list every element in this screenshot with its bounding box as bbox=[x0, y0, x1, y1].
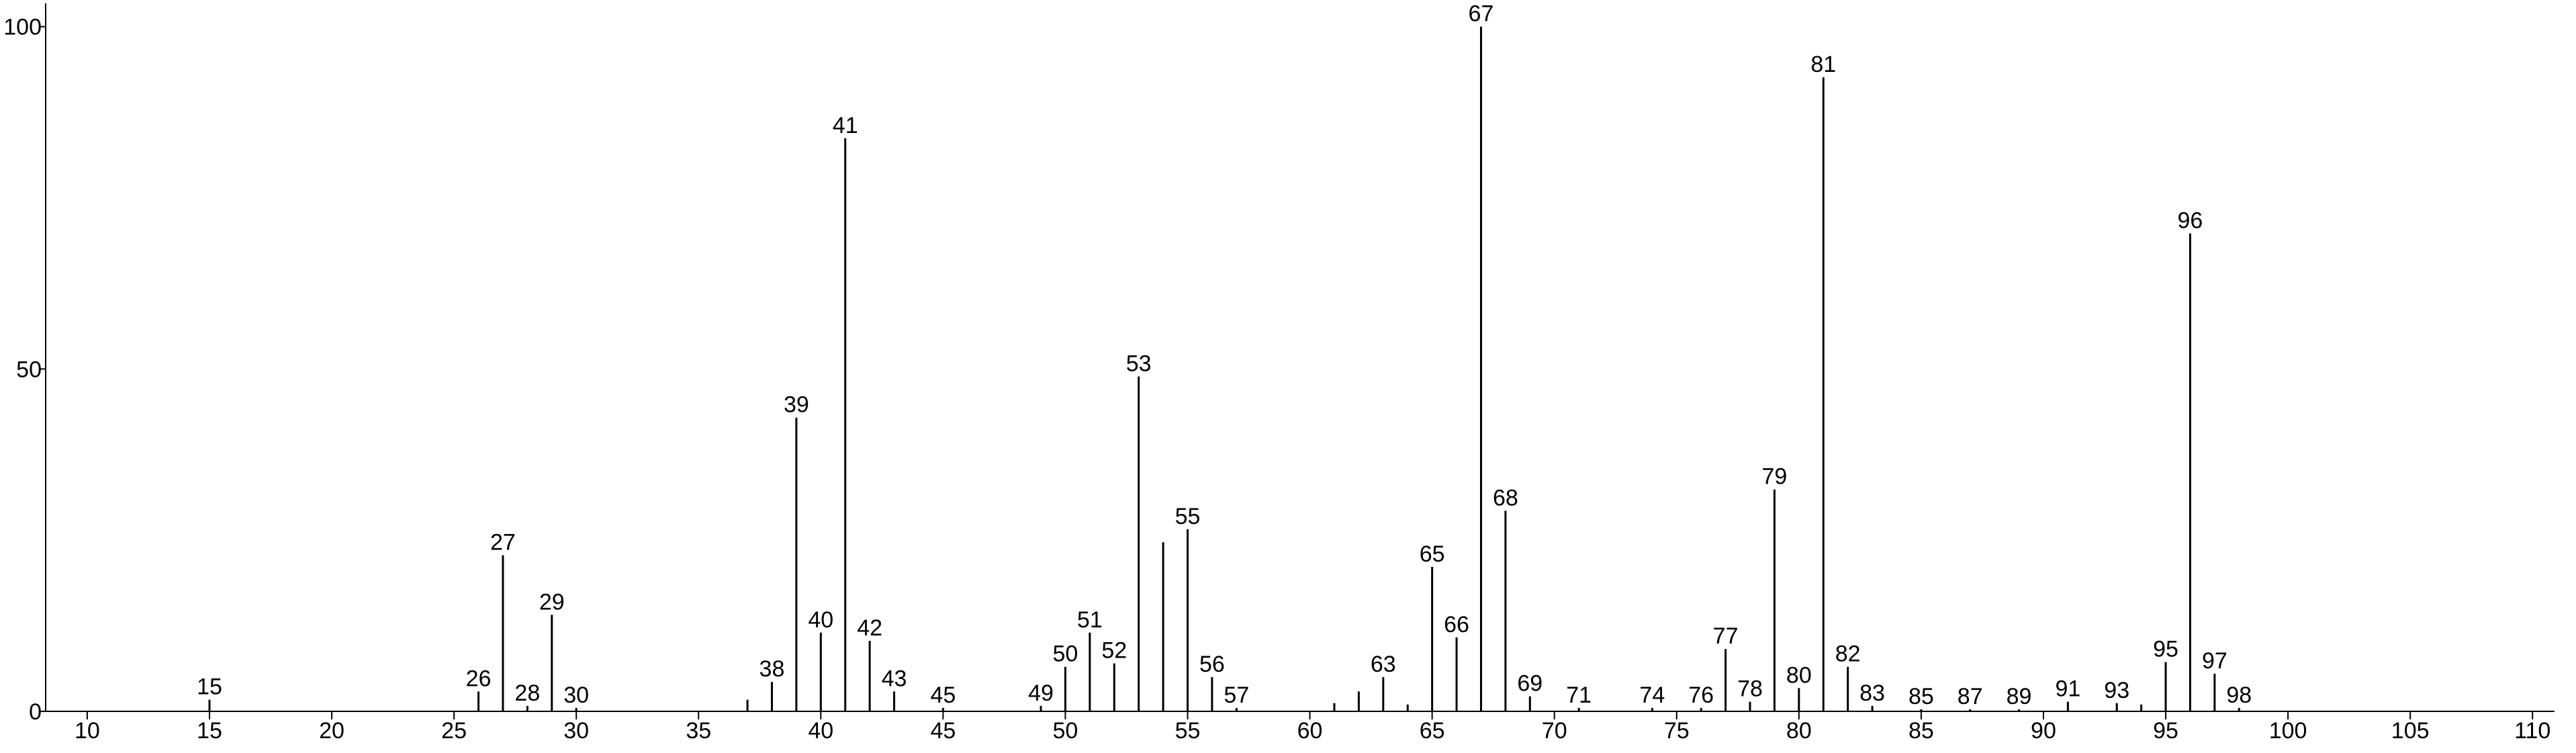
peak-label: 45 bbox=[930, 682, 956, 708]
peak-label: 85 bbox=[1908, 684, 1934, 709]
peak-label: 40 bbox=[808, 607, 833, 633]
peak-label: 93 bbox=[2104, 678, 2129, 703]
x-tick-label: 95 bbox=[2153, 718, 2178, 744]
peak-label: 67 bbox=[1469, 1, 1494, 27]
peak-label: 79 bbox=[1762, 464, 1788, 490]
x-tick-label: 15 bbox=[197, 718, 222, 744]
x-tick-label: 75 bbox=[1664, 718, 1690, 744]
peak-label: 52 bbox=[1101, 638, 1127, 664]
peak-label: 87 bbox=[1958, 684, 1983, 709]
x-tick-label: 30 bbox=[563, 718, 589, 744]
peak-label: 81 bbox=[1810, 52, 1836, 77]
x-tick-label: 20 bbox=[319, 718, 344, 744]
peak-label: 63 bbox=[1371, 652, 1396, 677]
peak-label: 41 bbox=[833, 113, 858, 138]
peak-label: 29 bbox=[539, 589, 565, 615]
x-tick-label: 90 bbox=[2031, 718, 2056, 744]
peak-label: 71 bbox=[1566, 682, 1592, 708]
peak-label: 55 bbox=[1175, 504, 1201, 529]
peak-label: 56 bbox=[1199, 652, 1225, 677]
peak-label: 91 bbox=[2055, 676, 2080, 702]
peak-label: 69 bbox=[1517, 671, 1543, 697]
peak-label: 74 bbox=[1639, 682, 1665, 708]
peak-label: 42 bbox=[857, 615, 882, 641]
peak-label: 43 bbox=[882, 666, 907, 691]
peak-label: 50 bbox=[1053, 641, 1078, 667]
x-tick-label: 40 bbox=[808, 718, 833, 744]
peak-label: 53 bbox=[1126, 351, 1152, 377]
peak-label: 80 bbox=[1786, 662, 1812, 688]
peak-label: 97 bbox=[2202, 648, 2227, 674]
x-tick-label: 35 bbox=[686, 718, 711, 744]
x-tick-label: 65 bbox=[1420, 718, 1445, 744]
peak-label: 83 bbox=[1859, 680, 1885, 706]
x-tick-label: 80 bbox=[1786, 718, 1812, 744]
peak-label: 30 bbox=[563, 682, 589, 708]
peak-label: 28 bbox=[514, 680, 540, 706]
peak-label: 76 bbox=[1688, 682, 1714, 708]
peak-label: 89 bbox=[2007, 684, 2032, 709]
x-tick-label: 10 bbox=[75, 718, 100, 744]
peak-label: 57 bbox=[1224, 682, 1249, 708]
peak-label: 78 bbox=[1737, 676, 1763, 702]
x-tick-label: 85 bbox=[1908, 718, 1934, 744]
peak-label: 77 bbox=[1713, 623, 1739, 649]
peak-label: 82 bbox=[1835, 641, 1861, 667]
x-tick-label: 45 bbox=[930, 718, 956, 744]
y-tick-label: 50 bbox=[16, 357, 42, 382]
x-tick-label: 70 bbox=[1542, 718, 1567, 744]
y-tick-label: 0 bbox=[29, 699, 42, 725]
peak-label: 38 bbox=[760, 656, 785, 682]
x-tick-label: 55 bbox=[1175, 718, 1201, 744]
peak-label: 65 bbox=[1420, 541, 1445, 567]
x-tick-label: 50 bbox=[1053, 718, 1078, 744]
peak-label: 98 bbox=[2226, 682, 2252, 708]
x-tick-label: 100 bbox=[2269, 718, 2307, 744]
peak-label: 26 bbox=[466, 666, 492, 691]
y-tick-label: 100 bbox=[3, 15, 42, 40]
peak-label: 27 bbox=[490, 530, 516, 556]
peak-label: 51 bbox=[1077, 607, 1103, 633]
peak-label: 66 bbox=[1444, 612, 1469, 637]
peak-label: 49 bbox=[1028, 680, 1054, 706]
peak-label: 15 bbox=[197, 674, 222, 700]
peak-label: 68 bbox=[1493, 485, 1518, 511]
peak-label: 95 bbox=[2153, 637, 2178, 662]
x-tick-label: 60 bbox=[1297, 718, 1323, 744]
peak-label: 96 bbox=[2178, 208, 2203, 233]
x-tick-label: 25 bbox=[441, 718, 467, 744]
x-tick-label: 110 bbox=[2514, 718, 2550, 744]
peak-label: 39 bbox=[784, 392, 809, 418]
x-tick-label: 105 bbox=[2391, 718, 2430, 744]
